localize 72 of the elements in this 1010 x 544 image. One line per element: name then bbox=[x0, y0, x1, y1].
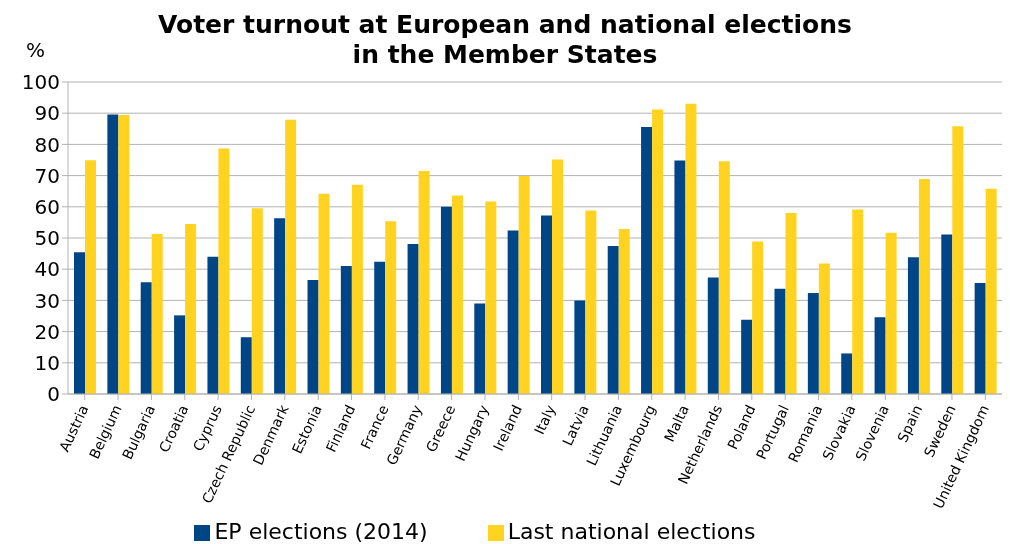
bar bbox=[451, 195, 463, 394]
bar bbox=[240, 337, 252, 394]
bar bbox=[174, 315, 186, 394]
bar bbox=[351, 184, 363, 394]
bar bbox=[340, 266, 352, 394]
bar bbox=[641, 126, 653, 394]
y-tick-label: 20 bbox=[34, 319, 60, 344]
bar bbox=[185, 223, 197, 394]
bar bbox=[218, 148, 230, 394]
bar bbox=[118, 115, 130, 394]
y-axis-title: % bbox=[26, 38, 46, 62]
bar bbox=[74, 252, 85, 394]
y-tick-label: 30 bbox=[34, 288, 60, 313]
bar bbox=[941, 234, 953, 394]
bar bbox=[718, 161, 730, 394]
bar bbox=[741, 319, 753, 394]
bar bbox=[752, 241, 764, 394]
y-tick-label: 60 bbox=[34, 194, 60, 219]
bar bbox=[274, 218, 286, 394]
bar bbox=[974, 282, 986, 394]
bar bbox=[918, 179, 930, 394]
bar bbox=[852, 209, 864, 394]
bar bbox=[507, 230, 519, 394]
bar bbox=[140, 282, 152, 394]
bar bbox=[418, 170, 430, 394]
bar bbox=[985, 188, 997, 394]
legend-label: Last national elections bbox=[507, 519, 756, 544]
bar bbox=[518, 175, 530, 394]
bar bbox=[552, 159, 563, 394]
bar bbox=[307, 280, 319, 394]
bar bbox=[474, 303, 486, 394]
bar bbox=[585, 210, 597, 394]
y-tick-label: 80 bbox=[34, 132, 60, 157]
y-tick-label: 70 bbox=[34, 163, 60, 188]
legend-label: EP elections (2014) bbox=[214, 519, 428, 544]
x-tick-label: Italy bbox=[531, 402, 559, 437]
bar bbox=[607, 246, 619, 394]
bar bbox=[107, 114, 119, 394]
bar bbox=[674, 160, 686, 394]
bar bbox=[440, 206, 452, 394]
y-tick-label: 40 bbox=[34, 257, 60, 282]
bar bbox=[541, 215, 552, 394]
bar bbox=[774, 288, 786, 394]
bar bbox=[574, 300, 586, 394]
bar bbox=[707, 277, 719, 394]
y-tick-label: 90 bbox=[34, 101, 60, 126]
chart-title: Voter turnout at European and national elections in the Member States bbox=[158, 10, 852, 69]
y-tick-label: 100 bbox=[21, 70, 60, 95]
bar bbox=[818, 263, 830, 394]
y-tick-label: 10 bbox=[34, 350, 60, 375]
y-tick-label: 50 bbox=[34, 226, 60, 251]
bar bbox=[952, 126, 964, 394]
bar bbox=[85, 160, 96, 394]
bar bbox=[251, 208, 263, 394]
bar bbox=[385, 221, 397, 394]
bar bbox=[374, 261, 386, 394]
bar bbox=[885, 232, 897, 394]
bar bbox=[652, 109, 664, 394]
bar bbox=[807, 292, 819, 394]
bar bbox=[685, 103, 697, 394]
bar bbox=[841, 353, 853, 394]
bar bbox=[785, 213, 797, 394]
bar bbox=[407, 243, 419, 394]
bar bbox=[151, 233, 163, 394]
bar bbox=[874, 317, 886, 394]
bar bbox=[485, 201, 497, 394]
bar bbox=[285, 119, 297, 394]
bar bbox=[318, 193, 330, 394]
bar bbox=[207, 256, 219, 394]
bar bbox=[907, 257, 919, 394]
y-tick-label: 0 bbox=[47, 382, 60, 407]
bar bbox=[618, 228, 630, 394]
